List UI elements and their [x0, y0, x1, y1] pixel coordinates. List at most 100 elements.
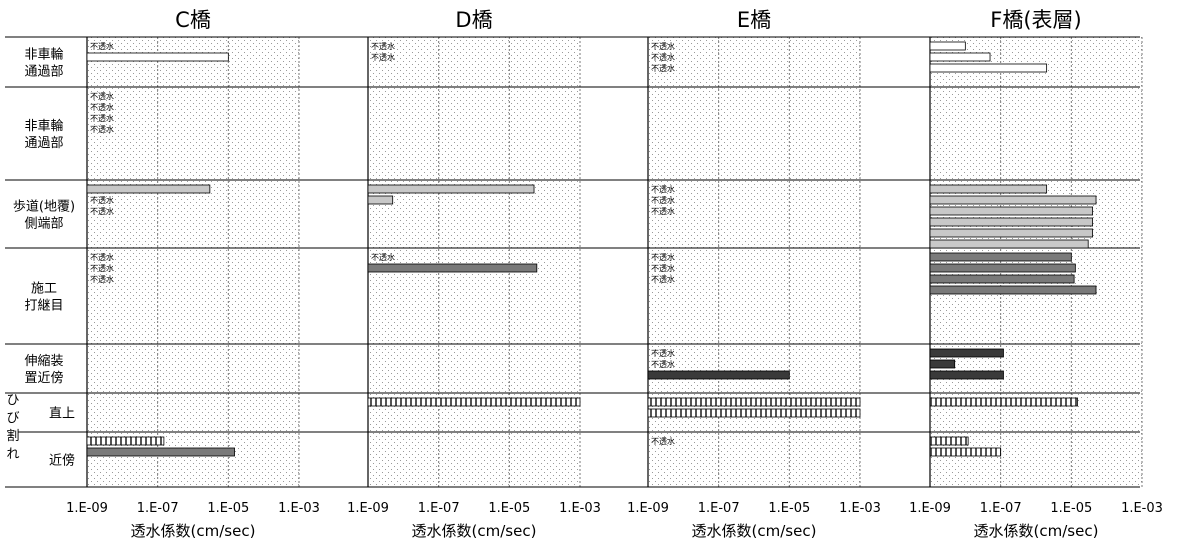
impermeable-label: 不透水 [90, 124, 114, 134]
impermeable-label: 不透水 [651, 52, 675, 62]
plot-backgrounds [87, 37, 1142, 487]
bar [929, 370, 1004, 380]
x-axis-title: 透水係数(cm/sec) [412, 522, 537, 540]
bar [929, 274, 1075, 284]
bar [929, 397, 1078, 407]
bar [929, 436, 969, 446]
x-tick-label: 1.E-07 [698, 501, 740, 516]
impermeable-label: 不透水 [90, 274, 114, 284]
category-label: 置近傍 [24, 370, 63, 386]
impermeable-label: 不透水 [90, 252, 114, 262]
bar [929, 217, 1094, 227]
impermeable-label: 不透水 [90, 91, 114, 101]
panel-plot-area [648, 37, 860, 487]
bar [929, 285, 1097, 295]
x-tick-label: 1.E-05 [488, 501, 530, 516]
x-tick-label: 1.E-03 [1121, 501, 1163, 516]
x-axis-title: 透水係数(cm/sec) [131, 522, 256, 540]
impermeable-label: 不透水 [90, 102, 114, 112]
bar [929, 41, 966, 51]
x-tick-label: 1.E-09 [909, 501, 951, 516]
x-tick-label: 1.E-09 [627, 501, 669, 516]
category-label: 非車輪 [24, 47, 63, 63]
category-label: 近傍 [49, 453, 75, 469]
panel-plot-area [368, 37, 580, 487]
bar [367, 397, 581, 407]
grid-lines [5, 36, 1143, 488]
x-tick-label: 1.E-05 [1050, 501, 1092, 516]
x-tick-label: 1.E-05 [207, 501, 249, 516]
panel-title: E橋 [737, 8, 771, 32]
impermeable-label: 不透水 [651, 274, 675, 284]
impermeable-label: 不透水 [651, 348, 675, 358]
impermeable-label: 不透水 [371, 252, 395, 262]
impermeable-label: 不透水 [651, 195, 675, 205]
bar [929, 63, 1048, 73]
impermeable-label: 不透水 [371, 41, 395, 51]
x-tick-label: 1.E-03 [278, 501, 320, 516]
impermeable-label: 不透水 [651, 359, 675, 369]
impermeable-label: 不透水 [651, 206, 675, 216]
bar [86, 52, 229, 62]
bar [929, 447, 1002, 457]
category-label: 打継目 [24, 299, 63, 314]
category-label: 非車輪 [24, 118, 63, 134]
bar [929, 263, 1076, 273]
x-axis-title: 透水係数(cm/sec) [974, 522, 1099, 540]
impermeable-label: 不透水 [651, 436, 675, 446]
x-tick-label: 1.E-03 [559, 501, 601, 516]
bar [647, 370, 790, 380]
bar [929, 195, 1097, 205]
impermeable-label: 不透水 [651, 263, 675, 273]
bar [929, 52, 991, 62]
bar [929, 184, 1048, 194]
group-label-char: れ [6, 447, 19, 462]
impermeable-label: 不透水 [90, 195, 114, 205]
x-tick-label: 1.E-07 [137, 501, 179, 516]
category-label: 施工 [31, 282, 57, 297]
bar [929, 348, 1004, 358]
x-tick-label: 1.E-09 [66, 501, 108, 516]
impermeable-label: 不透水 [651, 41, 675, 51]
bar [86, 447, 235, 457]
bar [647, 408, 861, 418]
bar [86, 184, 211, 194]
group-label-char: び [6, 411, 19, 426]
panel-title: F橋(表層) [990, 8, 1081, 32]
bar [929, 228, 1094, 238]
panel-title: D橋 [455, 8, 492, 32]
impermeable-label: 不透水 [651, 63, 675, 73]
bar [929, 239, 1089, 249]
group-label-char: ひ [6, 393, 19, 408]
category-label: 直上 [49, 407, 75, 422]
bar [929, 359, 956, 369]
x-tick-label: 1.E-05 [768, 501, 810, 516]
category-label: 伸縮装 [24, 353, 63, 369]
category-label: 歩道(地覆) [13, 200, 75, 215]
bar [929, 252, 1072, 262]
bar [929, 206, 1094, 216]
x-tick-label: 1.E-07 [418, 501, 460, 516]
bar [86, 436, 165, 446]
panel-title: C橋 [175, 8, 211, 32]
labels: C橋 1.E-09 1.E-07 1.E-05 1.E-03 透水係数(cm/sec) 不透… [6, 8, 1162, 540]
x-axis-title: 透水係数(cm/sec) [692, 522, 817, 540]
x-tick-label: 1.E-09 [347, 501, 389, 516]
impermeable-label: 不透水 [90, 263, 114, 273]
x-tick-label: 1.E-03 [839, 501, 881, 516]
impermeable-label: 不透水 [90, 113, 114, 123]
bar [647, 397, 861, 407]
bars [86, 41, 1097, 457]
bar [367, 195, 394, 205]
group-label-char: 割 [6, 428, 19, 444]
impermeable-label: 不透水 [651, 252, 675, 262]
bar [367, 263, 538, 273]
category-label: 側端部 [24, 217, 63, 232]
x-tick-label: 1.E-07 [980, 501, 1022, 516]
panel-plot-area [930, 37, 1142, 487]
panel-plot-area [87, 37, 299, 487]
impermeable-label: 不透水 [371, 52, 395, 62]
impermeable-label: 不透水 [90, 41, 114, 51]
category-label: 通過部 [24, 65, 63, 80]
